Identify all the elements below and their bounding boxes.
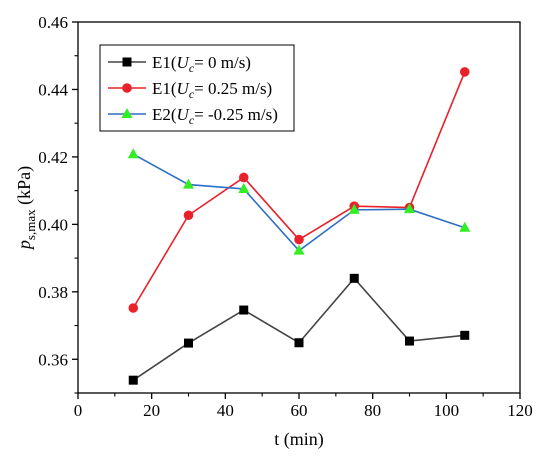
legend-label-suffix: = 0.25 m/s) (194, 79, 272, 98)
data-point-marker (122, 57, 132, 67)
data-point-marker (239, 305, 249, 315)
data-point-marker (405, 336, 414, 346)
legend-label-prefix: E1( (152, 53, 177, 72)
data-point-marker (294, 338, 304, 348)
legend-label-sub: c (189, 113, 195, 127)
legend-label-var: U (177, 53, 191, 72)
data-point-marker (404, 203, 415, 214)
axes: 0 20 40 60 80 100 120 0.36 0.38 0.40 0.42 0.44 0.46 (38, 13, 533, 420)
y-tick-label: 0.38 (38, 283, 68, 302)
y-axis-title-subscript: s,max (23, 209, 38, 240)
y-axis-title: ps,max (kPa) (14, 166, 38, 251)
x-axis-title: t (min) (274, 429, 324, 450)
data-point-marker (183, 210, 194, 221)
legend-label-suffix: = 0 m/s) (194, 53, 251, 72)
legend-label-prefix: E2( (152, 105, 177, 124)
y-tick-label: 0.42 (38, 148, 68, 167)
legend-label-var: U (177, 79, 191, 98)
data-point-marker (459, 67, 470, 77)
data-point-marker (294, 234, 304, 245)
legend-label: E1(Uc= 0.25 m/s) (152, 79, 272, 101)
x-tick-label: 100 (434, 401, 460, 420)
x-tick-label: 20 (143, 401, 160, 420)
data-point-marker (238, 182, 250, 193)
data-point-marker (238, 172, 249, 183)
y-tick-label: 0.44 (38, 80, 68, 99)
legend-label-suffix: = -0.25 m/s) (194, 105, 278, 124)
data-point-marker (121, 108, 133, 118)
data-point-marker (348, 203, 360, 214)
legend-label: E1(Uc= 0 m/s) (152, 53, 251, 75)
data-point-marker (122, 83, 132, 93)
data-point-marker (460, 330, 470, 340)
x-tick-label: 80 (364, 401, 381, 420)
legend-label-prefix: E1( (152, 79, 177, 98)
x-tick-label: 0 (74, 401, 83, 420)
data-point-marker (128, 375, 138, 385)
y-axis-title-symbol: p (14, 240, 34, 251)
legend-label-var: U (177, 105, 191, 124)
y-axis-title-unit: (kPa) (14, 166, 35, 210)
plot-content (127, 67, 471, 385)
x-tick-label: 120 (507, 401, 533, 420)
legend-entry: E1(Uc= 0.25 m/s) (108, 79, 272, 101)
series-1 (128, 273, 470, 385)
legend-label-sub: c (189, 87, 195, 101)
y-tick-label: 0.40 (38, 215, 68, 234)
legend-entry: E1(Uc= 0 m/s) (108, 53, 251, 75)
data-point-marker (459, 221, 471, 232)
x-tick-label: 40 (217, 401, 234, 420)
legend-label: E2(Uc= -0.25 m/s) (152, 105, 278, 127)
legend-label-sub: c (189, 61, 195, 75)
data-point-marker (128, 303, 139, 313)
x-tick-label: 60 (291, 401, 308, 420)
series-line (132, 277, 465, 381)
legend-entry: E2(Uc= -0.25 m/s) (108, 105, 278, 127)
data-point-marker (349, 273, 359, 283)
data-point-marker (183, 178, 194, 189)
data-point-marker (293, 244, 305, 255)
series-3 (127, 148, 471, 255)
y-tick-label: 0.36 (38, 350, 68, 369)
data-point-marker (184, 338, 193, 348)
legend: E1(Uc= 0 m/s)E1(Uc= 0.25 m/s)E2(Uc= -0.2… (99, 44, 295, 132)
data-point-marker (127, 148, 139, 159)
y-tick-label: 0.46 (38, 13, 68, 32)
